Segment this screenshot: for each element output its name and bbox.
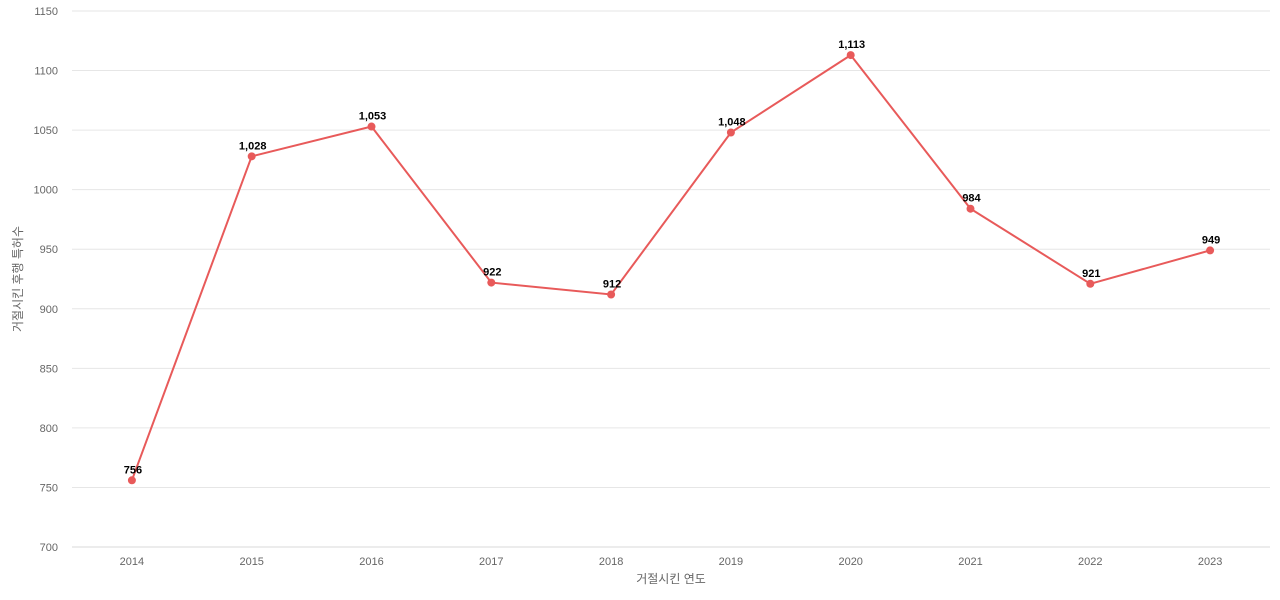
x-tick-label: 2023 xyxy=(1198,556,1222,568)
y-tick-label: 850 xyxy=(40,363,58,375)
x-axis-ticks: 2014 2015 2016 2017 2018 2019 2020 2021 2022 2023 xyxy=(120,556,1223,568)
y-tick-label: 1000 xyxy=(34,185,58,197)
data-point[interactable] xyxy=(966,204,975,213)
x-tick-label: 2022 xyxy=(1078,556,1102,568)
x-tick-label: 2014 xyxy=(120,556,144,568)
data-label: 922 xyxy=(483,267,501,279)
y-tick-label: 750 xyxy=(40,482,58,494)
y-tick-label: 1150 xyxy=(34,6,58,18)
grid-lines xyxy=(72,10,1270,488)
data-label: 1,048 xyxy=(718,116,746,128)
y-tick-label: 800 xyxy=(40,423,58,435)
data-label: 912 xyxy=(603,278,621,290)
data-point[interactable] xyxy=(487,278,496,287)
data-point[interactable] xyxy=(247,152,256,161)
data-label: 1,113 xyxy=(838,39,865,51)
data-label: 949 xyxy=(1202,234,1220,246)
data-point[interactable] xyxy=(846,51,855,60)
x-tick-label: 2018 xyxy=(599,556,623,568)
data-point[interactable] xyxy=(1086,279,1095,288)
x-axis-title: 거절시킨 연도 xyxy=(636,572,706,586)
x-tick-label: 2017 xyxy=(479,556,503,568)
data-point[interactable] xyxy=(607,290,616,299)
y-tick-label: 1100 xyxy=(34,66,58,78)
y-tick-label: 700 xyxy=(40,542,58,554)
y-tick-label: 900 xyxy=(40,304,58,316)
y-tick-label: 1050 xyxy=(34,125,58,137)
x-tick-label: 2021 xyxy=(958,556,982,568)
data-point[interactable] xyxy=(367,122,376,131)
data-label: 756 xyxy=(124,464,142,476)
y-axis-title: 거절시킨 후행 특허수 xyxy=(10,226,25,332)
data-point[interactable] xyxy=(1206,246,1215,255)
x-tick-label: 2016 xyxy=(359,556,383,568)
data-label: 1,028 xyxy=(239,140,267,152)
x-tick-label: 2015 xyxy=(239,556,263,568)
data-label: 984 xyxy=(962,193,981,205)
series-line xyxy=(130,53,1211,481)
data-point[interactable] xyxy=(127,476,136,485)
data-label: 921 xyxy=(1082,268,1100,280)
data-label: 1,053 xyxy=(359,111,387,123)
x-tick-label: 2020 xyxy=(838,556,862,568)
data-points xyxy=(127,51,1215,485)
x-tick-label: 2019 xyxy=(719,556,743,568)
y-axis-ticks: 700 750 800 850 900 950 1000 1050 1100 1150 xyxy=(34,6,58,554)
y-tick-label: 950 xyxy=(40,244,58,256)
data-labels: 756 1,028 1,053 922 912 1,048 1,113 984 921 949 xyxy=(124,39,1221,476)
data-point[interactable] xyxy=(726,128,735,137)
